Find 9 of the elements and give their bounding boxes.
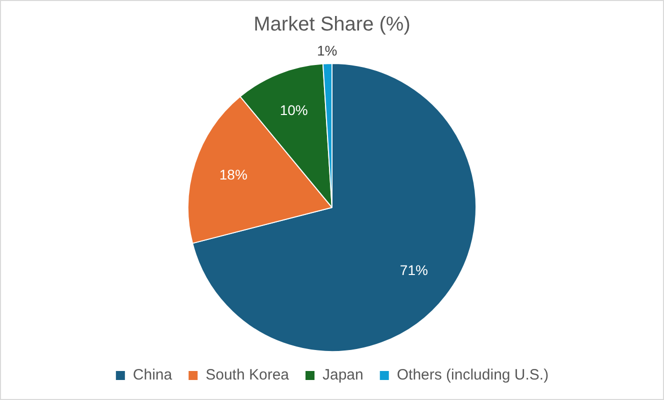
data-label: 10% (280, 102, 308, 118)
legend-label: Others (including U.S.) (396, 366, 549, 384)
legend-label: China (132, 366, 173, 384)
legend-label: South Korea (206, 366, 290, 384)
data-label: 18% (219, 166, 248, 182)
data-label: 1% (316, 42, 338, 58)
legend-label: Japan (322, 366, 364, 384)
data-label: 71% (400, 262, 428, 278)
chart-title: Market Share (%) (254, 14, 410, 36)
